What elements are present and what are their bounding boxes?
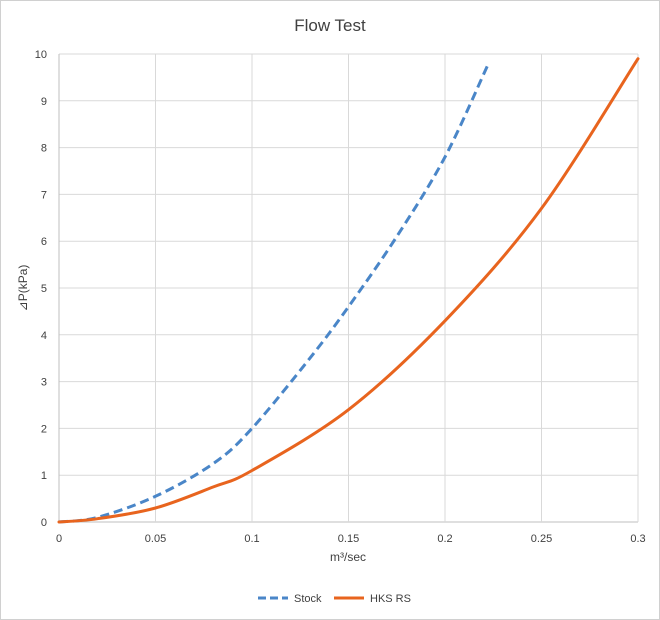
y-tick-label: 3 <box>41 377 47 389</box>
x-tick-label: 0.3 <box>630 533 645 545</box>
x-tick-label: 0.1 <box>244 533 259 545</box>
legend: Stock HKS RS <box>258 593 411 605</box>
x-axis-label: m³/sec <box>330 550 366 564</box>
y-tick-label: 1 <box>41 470 47 482</box>
legend-label: Stock <box>294 593 322 605</box>
x-tick-label: 0.15 <box>338 533 359 545</box>
y-tick-label: 5 <box>41 283 47 295</box>
y-tick-label: 0 <box>41 517 47 529</box>
y-tick-label: 8 <box>41 143 47 155</box>
x-tick-label: 0.25 <box>531 533 552 545</box>
tick-labels: 0 1 2 3 4 5 6 7 8 9 10 0 0.05 0.1 0.15 0.2 0.25 0.3 <box>35 49 646 545</box>
x-tick-label: 0 <box>56 533 62 545</box>
series-lines <box>57 57 640 524</box>
y-tick-label: 6 <box>41 236 47 248</box>
legend-label: HKS RS <box>370 593 411 605</box>
grid <box>58 53 639 523</box>
x-tick-label: 0.05 <box>145 533 166 545</box>
y-tick-label: 10 <box>35 49 47 61</box>
x-tick-label: 0.2 <box>437 533 452 545</box>
y-tick-label: 7 <box>41 189 47 201</box>
series-line-hks-rs <box>57 57 640 524</box>
y-tick-label: 9 <box>41 96 47 108</box>
chart-title: Flow Test <box>294 16 366 35</box>
y-tick-label: 2 <box>41 423 47 435</box>
series-line-stock <box>58 65 489 524</box>
y-tick-label: 4 <box>41 330 47 342</box>
y-axis-label: ⊿P(kPa) <box>16 265 30 312</box>
